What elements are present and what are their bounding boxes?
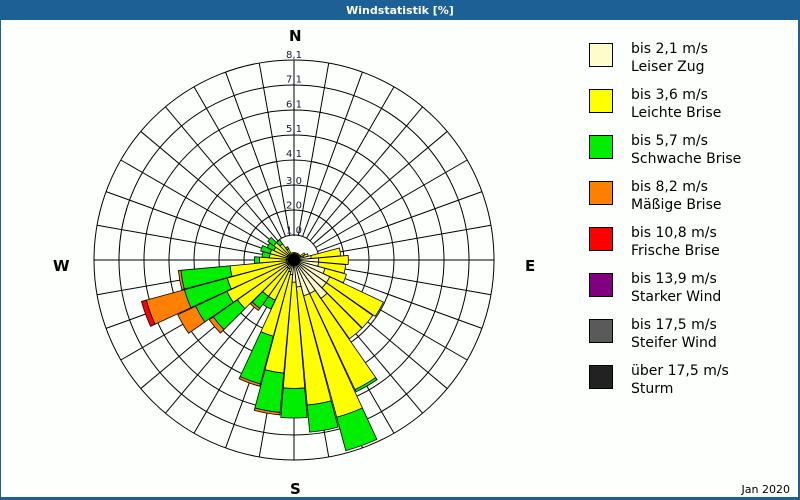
legend-name: Leichte Brise: [631, 105, 722, 121]
legend-name: Frische Brise: [631, 243, 720, 259]
wind-rose-bar-segment: [254, 256, 260, 264]
legend-swatch: [589, 227, 613, 251]
legend-range: bis 13,9 m/s: [631, 271, 717, 287]
wind-rose-bar-segment: [276, 239, 284, 247]
window-title: Windstatistik [%]: [0, 0, 800, 20]
compass-south-label: S: [290, 480, 301, 498]
wind-rose-bar-segment: [260, 244, 273, 255]
wind-rose-bar-segment: [306, 400, 339, 433]
legend-swatch: [589, 43, 613, 67]
wind-rose-bar-segment: [249, 301, 261, 311]
legend-name: Starker Wind: [631, 289, 722, 305]
legend-name: Sturm: [631, 381, 674, 397]
wind-rose-bar-segment: [325, 276, 384, 317]
wind-rose-bar-segment: [336, 407, 378, 452]
compass-east-label: E: [525, 257, 536, 275]
legend-name: Mäßige Brise: [631, 197, 722, 213]
wind-rose-bar-segment: [177, 269, 185, 291]
legend-name: Schwache Brise: [631, 151, 742, 167]
legend-name: Steifer Wind: [631, 335, 717, 351]
legend-swatch: [589, 273, 613, 297]
legend-range: bis 5,7 m/s: [631, 133, 708, 149]
wind-rose-bar-segment: [238, 376, 261, 387]
wind-rose-bar-segment: [284, 246, 290, 251]
legend-range: bis 8,2 m/s: [631, 179, 708, 195]
wind-rose-bar-segment: [267, 236, 278, 247]
wind-rose-bar-segment: [253, 407, 281, 416]
period-label: Jan 2020: [741, 483, 790, 496]
legend-swatch: [589, 365, 613, 389]
wind-rose-bar-segment: [320, 292, 363, 340]
legend-range: über 17,5 m/s: [631, 363, 729, 379]
wind-rose-bar-segment: [318, 255, 349, 265]
legend-name: Leiser Zug: [631, 59, 705, 75]
wind-rose-bar-segment: [280, 387, 308, 419]
svg-text:7,1: 7,1: [286, 75, 302, 86]
svg-text:4,1: 4,1: [286, 149, 302, 160]
svg-text:5,1: 5,1: [286, 124, 302, 135]
chart-panel: [1, 20, 798, 497]
legend-swatch: [589, 319, 613, 343]
legend-range: bis 10,8 m/s: [631, 225, 717, 241]
legend-swatch: [589, 135, 613, 159]
svg-text:3,0: 3,0: [286, 176, 302, 187]
legend-range: bis 3,6 m/s: [631, 87, 708, 103]
svg-text:2,0: 2,0: [286, 201, 302, 212]
legend-range: bis 2,1 m/s: [631, 41, 708, 57]
compass-north-label: N: [289, 27, 302, 45]
svg-text:6,1: 6,1: [286, 99, 302, 110]
wind-rose-bar-segment: [354, 377, 378, 393]
legend-range: bis 17,5 m/s: [631, 317, 717, 333]
svg-text:1,0: 1,0: [286, 225, 302, 236]
legend-swatch: [589, 89, 613, 113]
wind-rose-bar-segment: [208, 316, 225, 334]
wind-rose-bar-segment: [321, 282, 374, 329]
compass-west-label: W: [53, 257, 70, 275]
legend-swatch: [589, 181, 613, 205]
wind-rose-bar-segment: [141, 299, 156, 327]
wind-rose-bar-segment: [177, 305, 206, 334]
svg-text:8,1: 8,1: [286, 50, 302, 61]
